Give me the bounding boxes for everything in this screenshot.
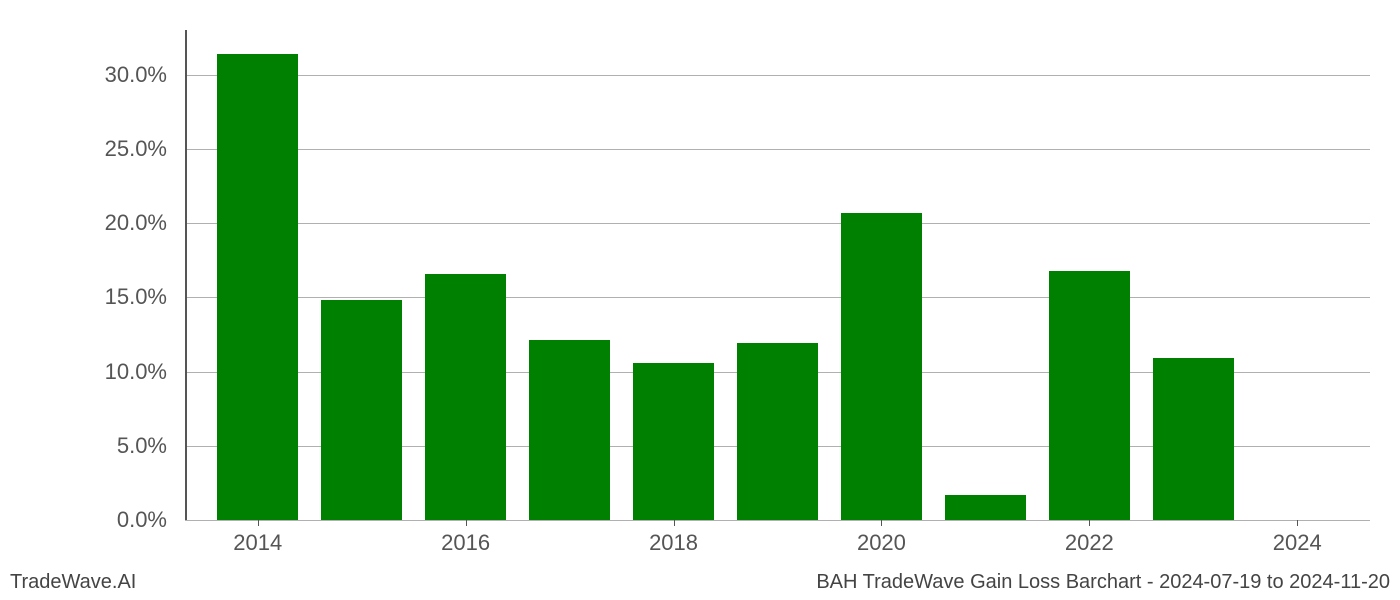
bar: [425, 274, 506, 520]
bar: [217, 54, 298, 520]
gridline: [185, 149, 1370, 150]
bar: [529, 340, 610, 520]
bar: [1153, 358, 1234, 520]
chart-caption: BAH TradeWave Gain Loss Barchart - 2024-…: [816, 571, 1390, 594]
footer-brand: TradeWave.AI: [10, 571, 136, 594]
gridline: [185, 520, 1370, 521]
bar: [321, 300, 402, 520]
x-tick-mark: [258, 520, 259, 526]
gridline: [185, 75, 1370, 76]
bar: [841, 213, 922, 520]
x-tick-label: 2014: [233, 530, 282, 556]
y-tick-label: 25.0%: [0, 136, 167, 162]
x-tick-mark: [881, 520, 882, 526]
bar: [737, 343, 818, 520]
y-tick-label: 0.0%: [0, 507, 167, 533]
y-tick-label: 15.0%: [0, 284, 167, 310]
bar: [1049, 271, 1130, 520]
gridline: [185, 297, 1370, 298]
bar: [945, 495, 1026, 520]
plot-area: [185, 30, 1370, 520]
y-axis-line: [185, 30, 187, 520]
x-tick-mark: [1089, 520, 1090, 526]
x-tick-mark: [674, 520, 675, 526]
x-tick-mark: [466, 520, 467, 526]
x-tick-mark: [1297, 520, 1298, 526]
gain-loss-bar-chart: TradeWave.AI BAH TradeWave Gain Loss Bar…: [0, 0, 1400, 600]
x-tick-label: 2022: [1065, 530, 1114, 556]
x-tick-label: 2020: [857, 530, 906, 556]
y-tick-label: 10.0%: [0, 359, 167, 385]
bar: [633, 363, 714, 520]
y-tick-label: 30.0%: [0, 62, 167, 88]
gridline: [185, 223, 1370, 224]
x-tick-label: 2018: [649, 530, 698, 556]
y-tick-label: 5.0%: [0, 433, 167, 459]
x-tick-label: 2016: [441, 530, 490, 556]
x-tick-label: 2024: [1273, 530, 1322, 556]
y-tick-label: 20.0%: [0, 210, 167, 236]
